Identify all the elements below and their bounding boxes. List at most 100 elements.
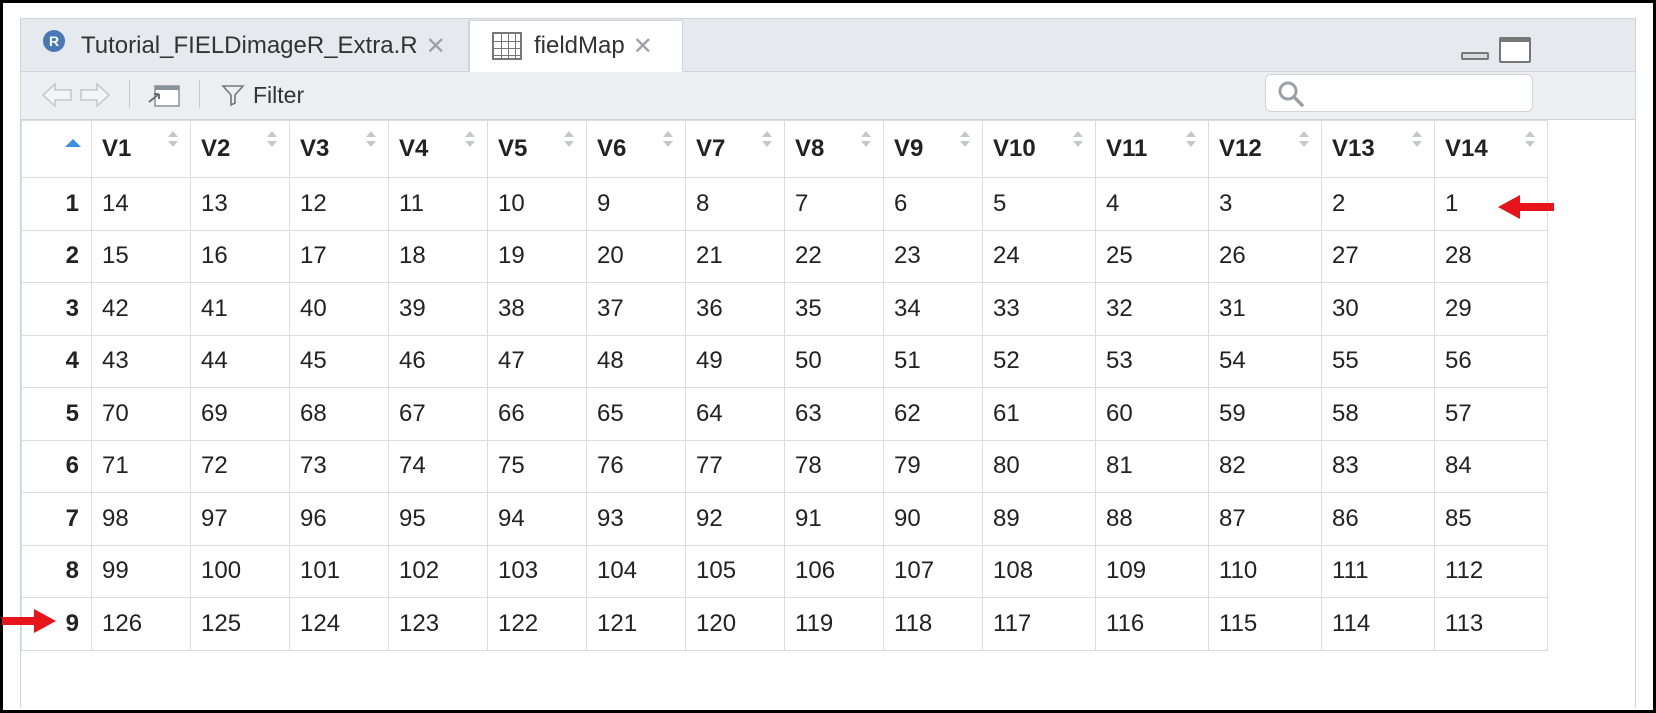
column-header[interactable]: V6 [586,120,686,178]
sort-icon[interactable] [366,131,376,147]
column-header[interactable]: V2 [190,120,290,178]
table-cell: 124 [289,597,389,651]
table-cell: 62 [883,387,983,441]
sort-icon[interactable] [861,131,871,147]
table-cell: 35 [784,282,884,336]
sort-icon[interactable] [1299,131,1309,147]
minimize-icon[interactable] [1461,52,1489,60]
sort-icon[interactable] [1412,131,1422,147]
sort-icon[interactable] [1186,131,1196,147]
sort-icon[interactable] [465,131,475,147]
table-cell: 9 [586,177,686,231]
table-cell: 25 [1095,229,1209,283]
column-header-label: V2 [201,135,231,162]
column-header[interactable]: V11 [1095,120,1209,178]
table-cell: 18 [388,229,488,283]
table-cell: 28 [1434,229,1548,283]
back-arrow-icon[interactable] [41,82,73,108]
row-number: 7 [21,492,92,546]
table-cell: 104 [586,544,686,598]
popout-window-icon[interactable] [147,82,181,108]
close-icon[interactable]: ✕ [632,32,653,60]
table-cell: 87 [1208,492,1322,546]
table-cell: 66 [487,387,587,441]
column-header[interactable]: V13 [1321,120,1435,178]
table-cell: 46 [388,334,488,388]
red-arrow-right-icon [2,609,56,633]
sort-icon[interactable] [267,131,277,147]
table-cell: 99 [91,544,191,598]
table-row: 6 71 72 73 74 75 76 77 78 79 80 81 82 83 84 [21,439,1548,493]
table-row: 9 126 125 124 123 122 121 120 119 118 117 116 115 114… [21,597,1548,651]
table-cell: 96 [289,492,389,546]
column-header[interactable]: V10 [982,120,1096,178]
data-table-container: V1 V2 V3 V4 V5 V6 V7 V8 V9 V10 V11 V12 V13 V14 1 14 1 3 1… [21,120,1548,651]
table-row: 1 14 13 12 11 10 9 8 7 6 5 4 3 2 1 [21,177,1548,231]
table-cell: 126 [91,597,191,651]
table-cell: 16 [190,229,290,283]
column-header[interactable]: V9 [883,120,983,178]
row-number-header[interactable] [21,120,92,178]
table-cell: 118 [883,597,983,651]
table-cell: 79 [883,439,983,493]
row-number: 1 [21,177,92,231]
table-cell: 39 [388,282,488,336]
table-cell: 77 [685,439,785,493]
column-header[interactable]: V4 [388,120,488,178]
sort-icon[interactable] [762,131,772,147]
data-grid-icon [492,32,522,60]
table-cell: 98 [91,492,191,546]
table-cell: 94 [487,492,587,546]
table-cell: 82 [1208,439,1322,493]
column-header-label: V10 [993,135,1036,162]
column-header[interactable]: V3 [289,120,389,178]
table-cell: 86 [1321,492,1435,546]
table-cell: 80 [982,439,1096,493]
maximize-icon[interactable] [1499,37,1531,63]
table-cell: 67 [388,387,488,441]
sort-icon[interactable] [663,131,673,147]
table-cell: 40 [289,282,389,336]
table-cell: 17 [289,229,389,283]
sort-icon[interactable] [960,131,970,147]
sort-icon[interactable] [564,131,574,147]
table-cell: 69 [190,387,290,441]
column-header-label: V9 [894,135,924,162]
sort-ascending-icon[interactable] [65,139,81,147]
table-cell: 83 [1321,439,1435,493]
table-cell: 61 [982,387,1096,441]
table-cell: 3 [1208,177,1322,231]
tab-fieldmap[interactable]: fieldMap ✕ [469,20,683,72]
sort-icon[interactable] [168,131,178,147]
table-cell: 73 [289,439,389,493]
table-cell: 56 [1434,334,1548,388]
column-header[interactable]: V7 [685,120,785,178]
column-header[interactable]: V1 [91,120,191,178]
search-input[interactable] [1265,74,1533,112]
close-icon[interactable]: ✕ [425,32,446,60]
table-cell: 7 [784,177,884,231]
tab-bar: R Tutorial_FIELDimageR_Extra.R ✕ fieldMa… [21,19,1635,72]
row-number: 2 [21,229,92,283]
sort-icon[interactable] [1073,131,1083,147]
table-cell: 85 [1434,492,1548,546]
forward-arrow-icon[interactable] [79,82,111,108]
table-cell: 114 [1321,597,1435,651]
column-header-label: V14 [1445,135,1488,162]
table-cell: 33 [982,282,1096,336]
table-cell: 81 [1095,439,1209,493]
table-cell: 44 [190,334,290,388]
table-cell: 55 [1321,334,1435,388]
viewer-toolbar: Filter [21,72,1635,120]
column-header[interactable]: V14 [1434,120,1548,178]
tab-script[interactable]: R Tutorial_FIELDimageR_Extra.R ✕ [21,21,469,71]
table-cell: 103 [487,544,587,598]
table-cell: 32 [1095,282,1209,336]
column-header[interactable]: V12 [1208,120,1322,178]
column-header[interactable]: V8 [784,120,884,178]
filter-button[interactable]: Filter [221,80,304,110]
table-cell: 116 [1095,597,1209,651]
sort-icon[interactable] [1525,131,1535,147]
table-cell: 19 [487,229,587,283]
column-header[interactable]: V5 [487,120,587,178]
